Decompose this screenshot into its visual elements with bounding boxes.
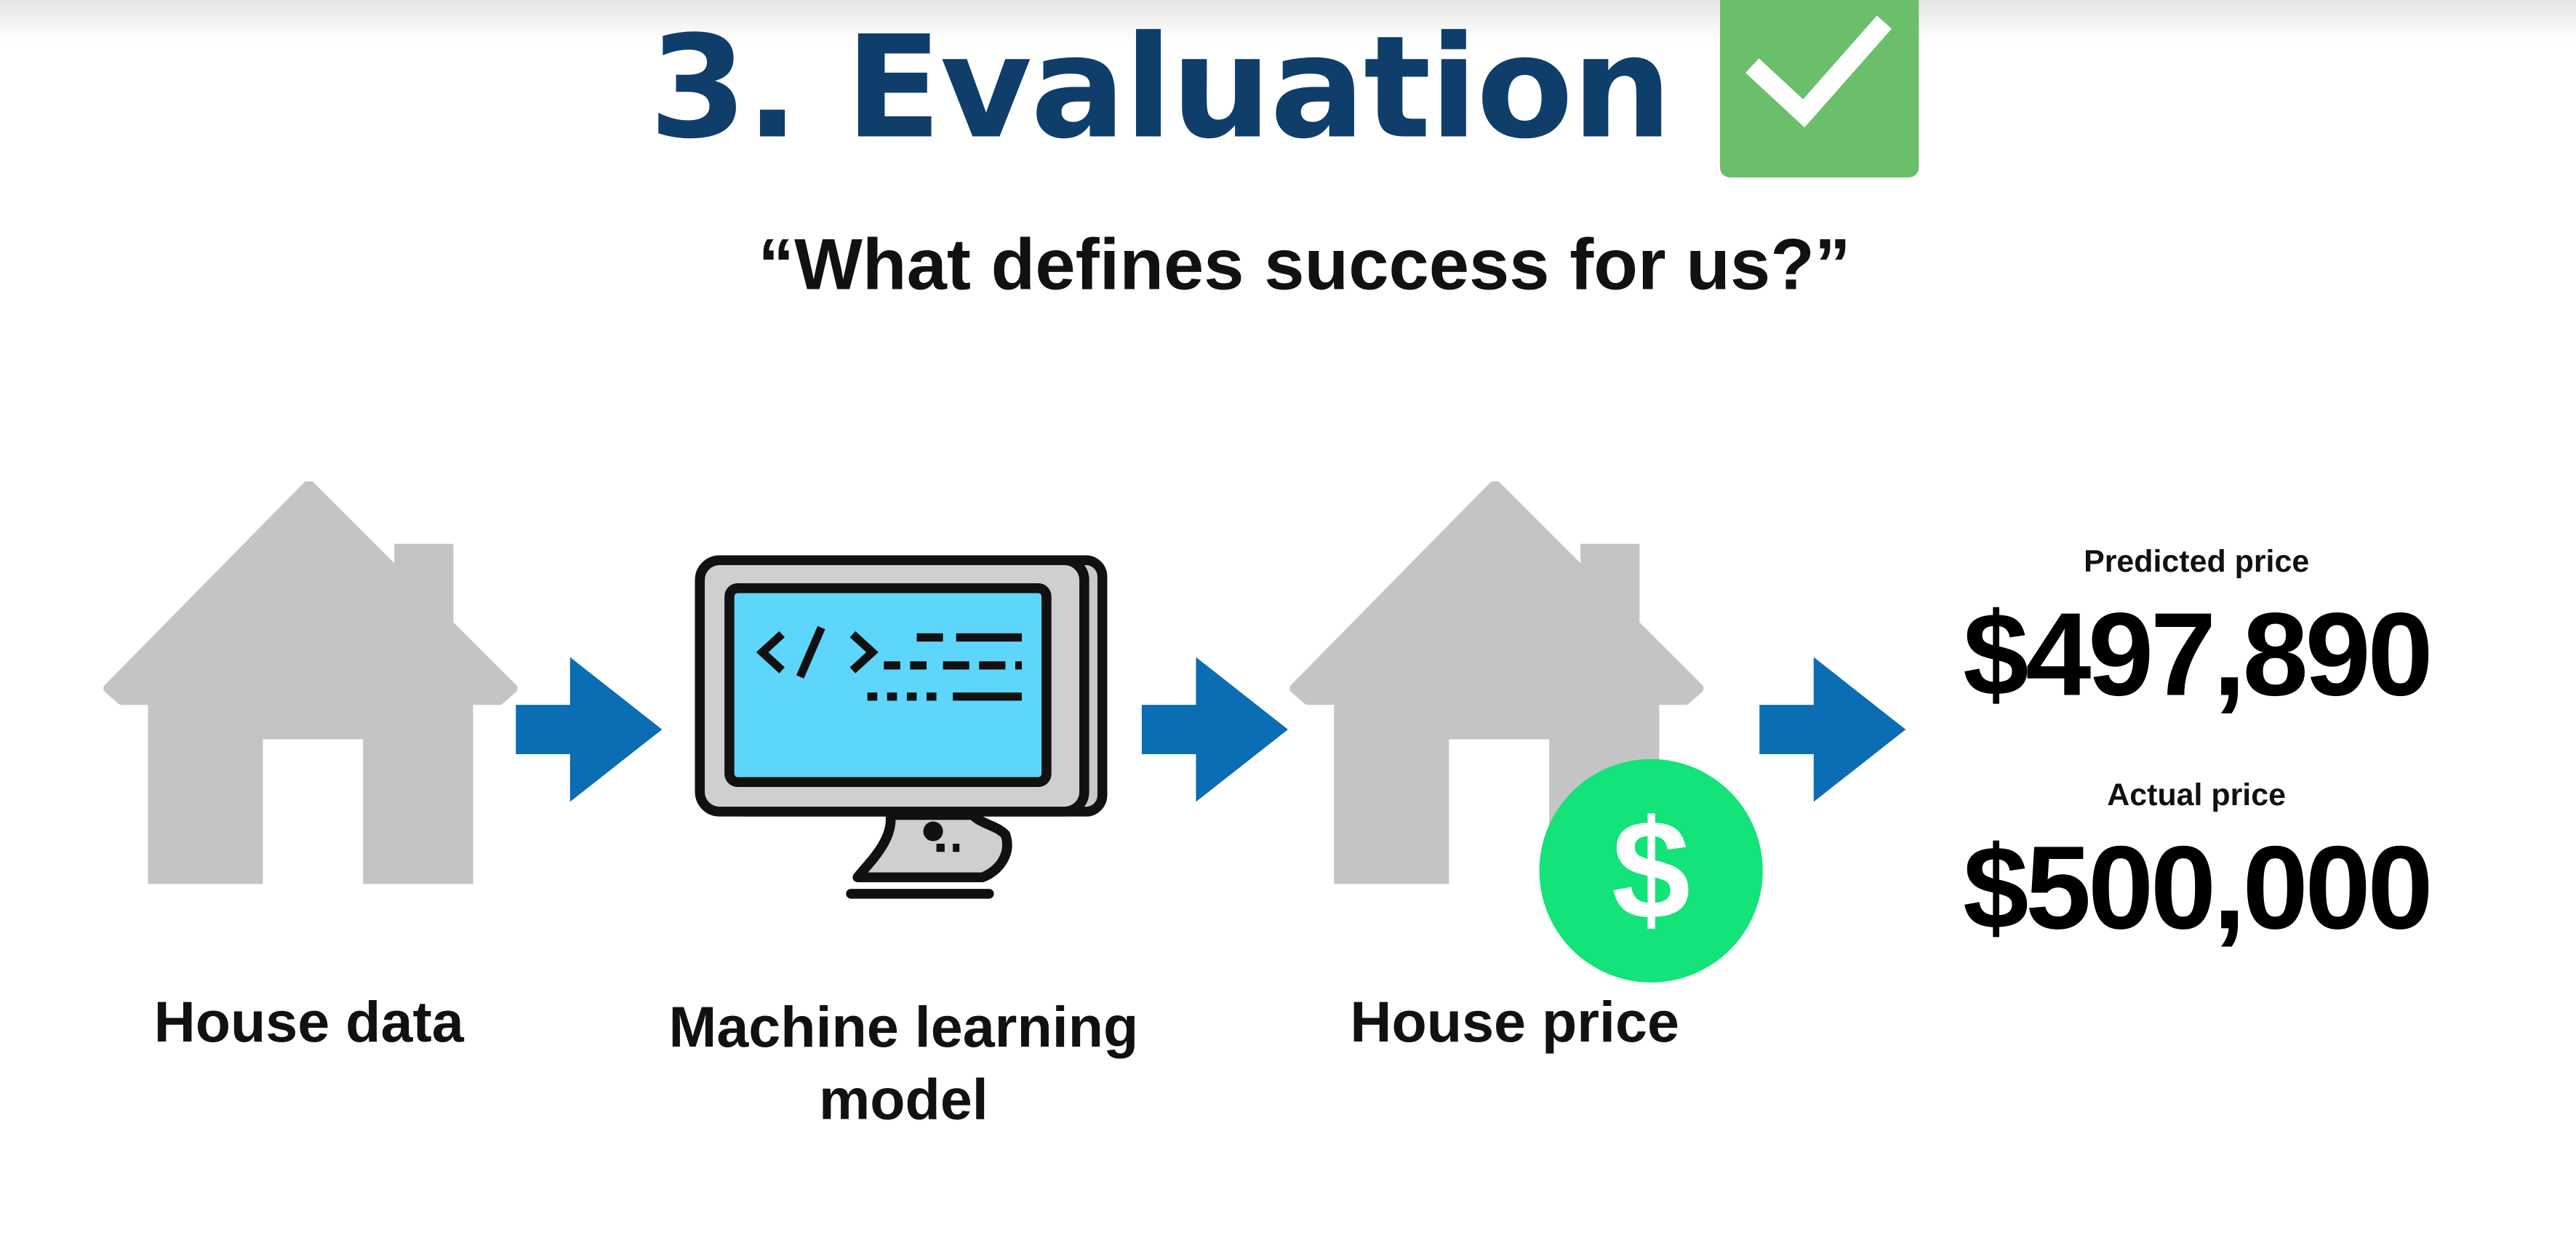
house-icon [103,481,518,886]
dollar-coin-icon: $ [1539,759,1763,983]
actual-price-label: Actual price [2107,778,2286,814]
checkmark-badge-icon [1720,0,1919,177]
arrow-right-icon [1141,657,1288,802]
step-label-ml-model: Machine learning model [668,995,1139,1132]
slide-subtitle: “What defines success for us?” [758,225,1851,306]
slide-title: 3. Evaluation [649,7,1672,171]
computer-code-icon [695,555,1108,899]
step-label-house-data: House data [153,991,464,1055]
svg-text:$: $ [1612,791,1690,949]
top-shadow [0,0,2576,43]
step-label-house-price: House price [1350,991,1679,1055]
arrow-right-icon [516,657,663,802]
actual-price-value: $500,000 [1963,823,2433,955]
predicted-price-value: $497,890 [1963,589,2433,722]
arrow-right-icon [1759,657,1906,802]
predicted-price-label: Predicted price [2084,545,2310,580]
